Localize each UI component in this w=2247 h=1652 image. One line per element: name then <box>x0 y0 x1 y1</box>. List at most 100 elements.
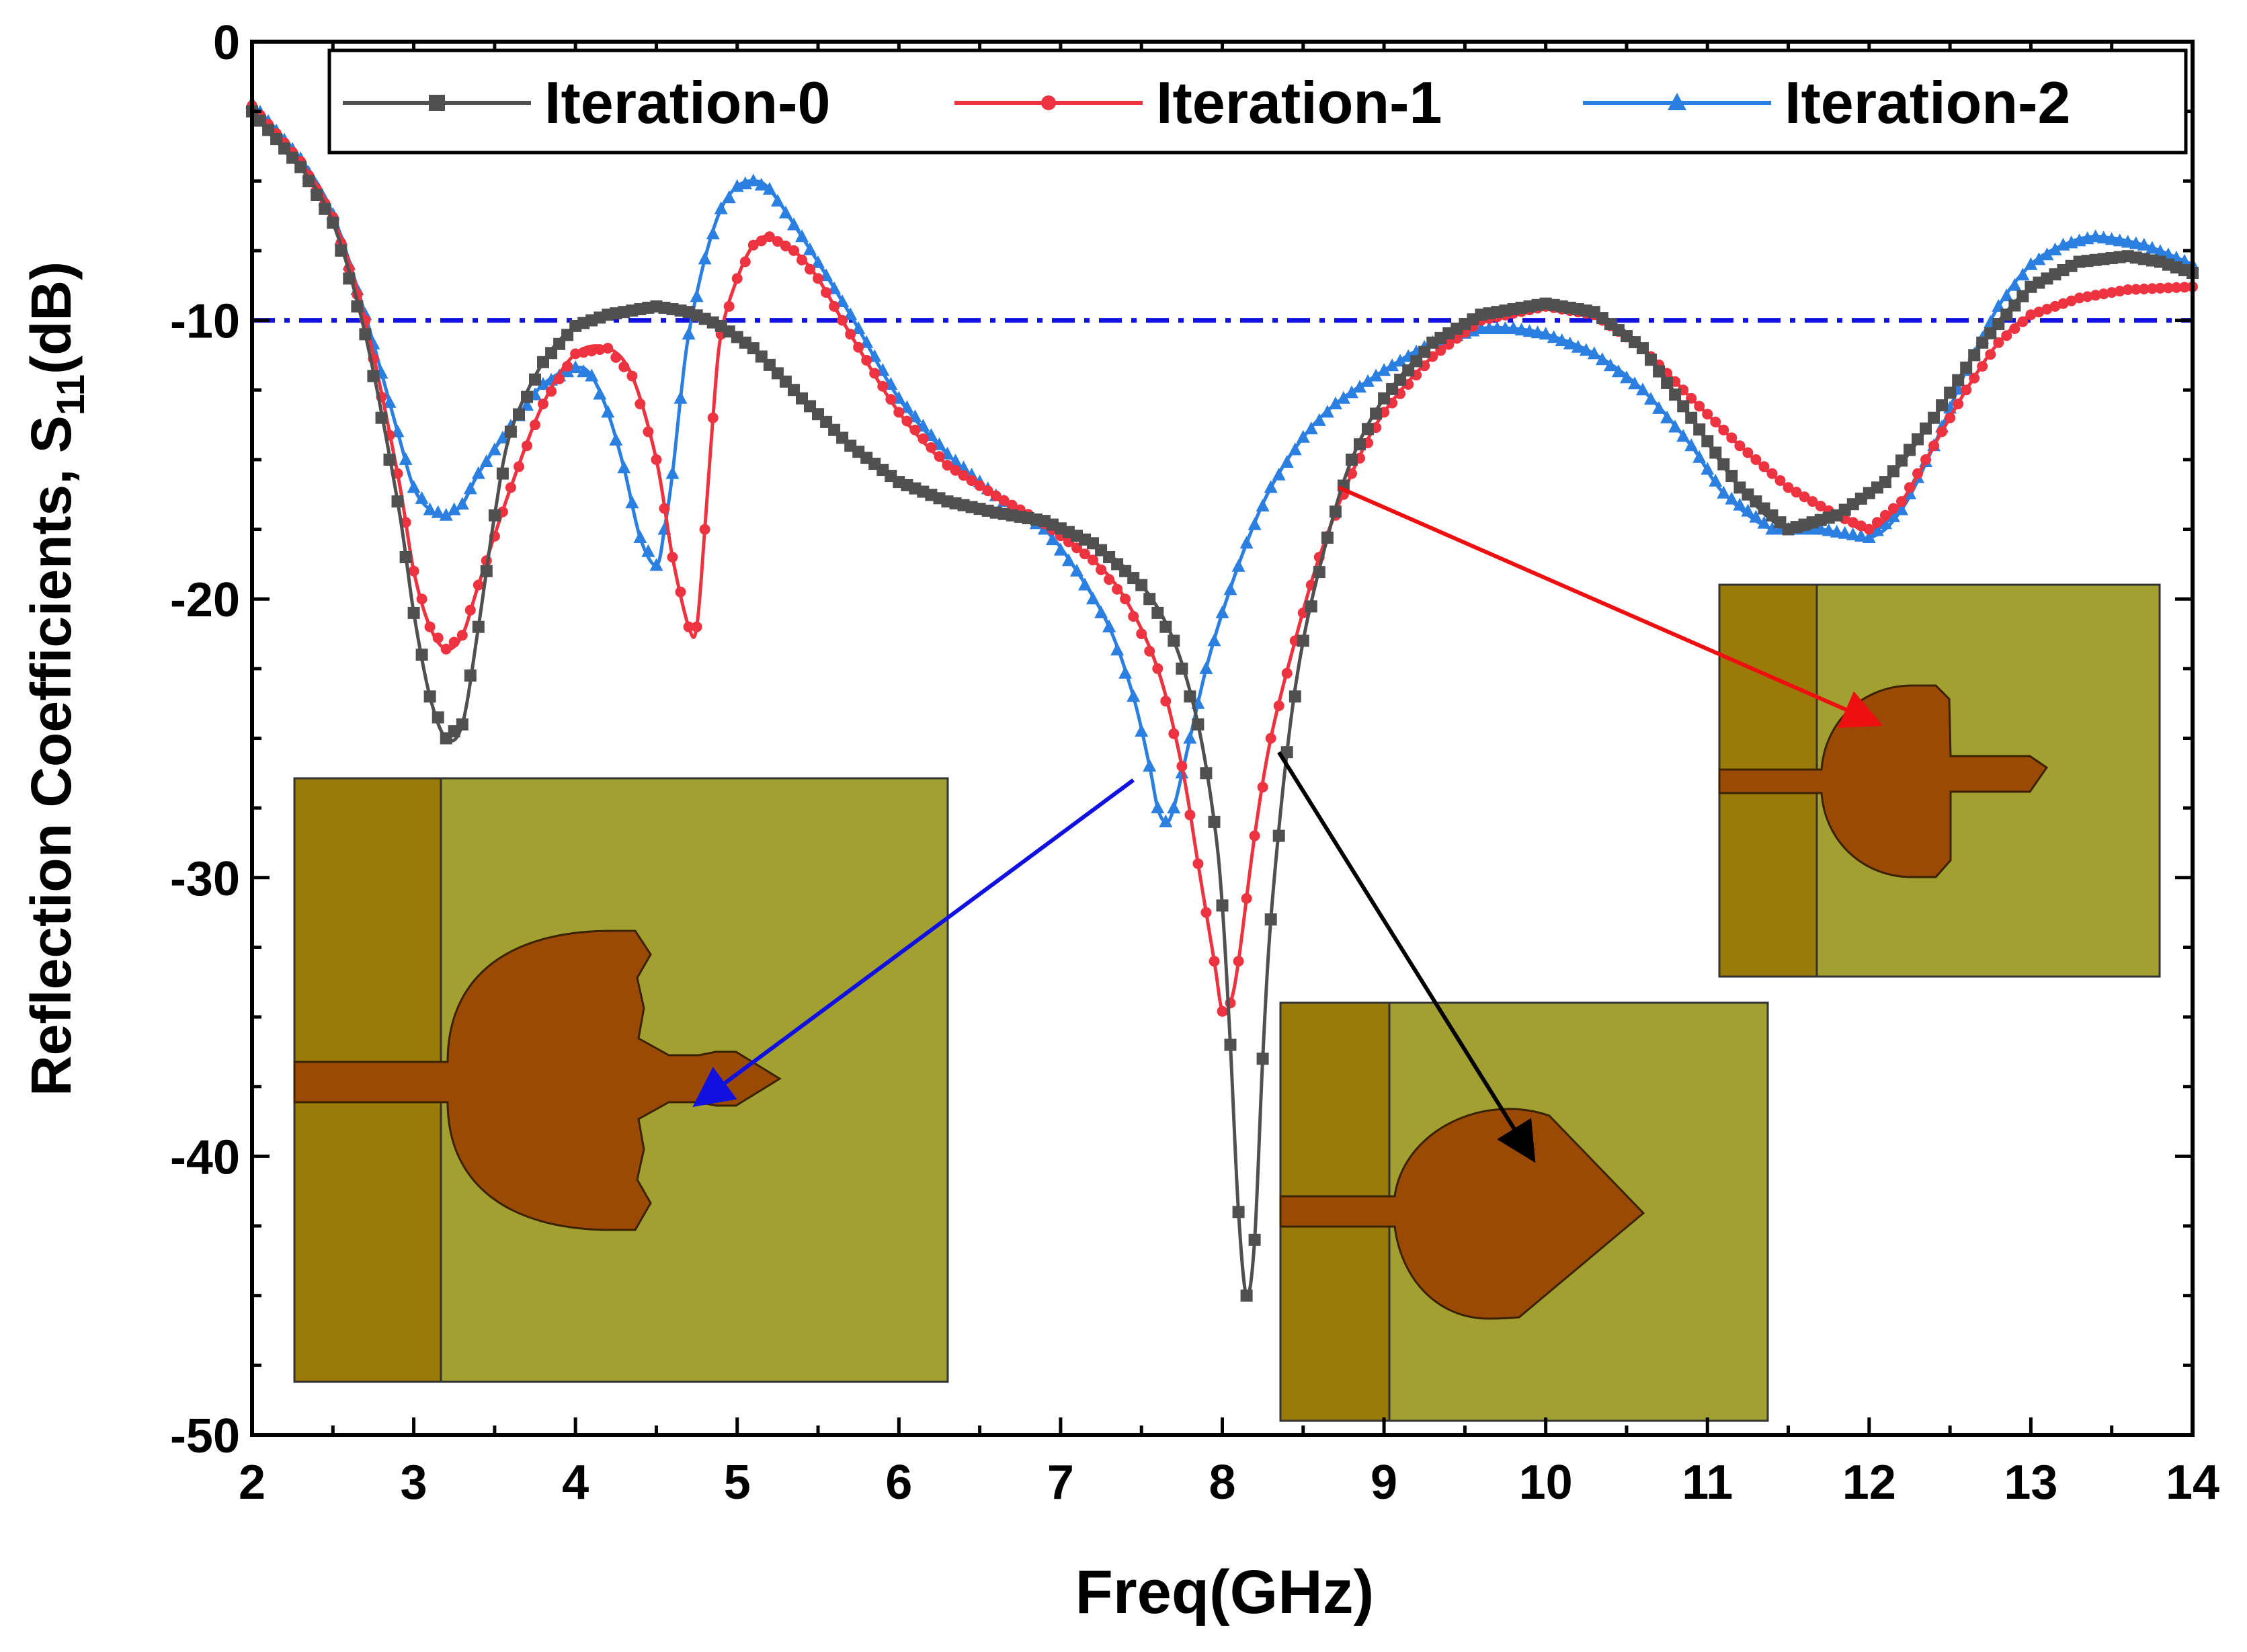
data-point <box>382 395 397 408</box>
data-point <box>1143 759 1157 772</box>
data-point <box>1961 384 1972 396</box>
data-point <box>1199 661 1213 674</box>
legend-marker <box>429 95 445 111</box>
data-point <box>1207 633 1221 647</box>
data-point <box>399 452 413 465</box>
data-point <box>869 368 881 379</box>
data-point <box>837 315 848 326</box>
data-point <box>1248 517 1262 530</box>
data-point <box>1354 438 1366 451</box>
tick-labels-layer: 2 3 4 5 6 7 8 9 10 11 12 13 14 0 -10 -20 -30 -40 -50 <box>170 16 2219 1510</box>
data-point <box>1694 401 1705 412</box>
y-tick-label: -40 <box>170 1130 240 1184</box>
data-point <box>796 254 807 265</box>
data-point <box>407 480 421 493</box>
data-point <box>1668 419 1682 433</box>
data-point <box>1104 574 1115 585</box>
data-point <box>1992 318 2005 331</box>
data-point <box>690 289 704 302</box>
data-point <box>974 480 985 491</box>
y-tick-label: 0 <box>213 16 240 70</box>
data-point <box>1895 454 1908 467</box>
data-point <box>1912 433 1924 446</box>
data-point <box>351 300 364 313</box>
data-point <box>665 466 680 479</box>
data-point <box>659 503 670 514</box>
x-tick-label: 5 <box>724 1456 751 1510</box>
data-point <box>1984 327 1997 339</box>
data-point <box>432 632 444 644</box>
data-point <box>1385 358 1399 372</box>
data-point <box>609 432 623 446</box>
data-point <box>691 621 702 632</box>
data-point <box>1661 376 1674 389</box>
data-point <box>1506 321 1520 334</box>
data-point <box>714 201 728 214</box>
data-point <box>1144 645 1155 657</box>
data-point <box>424 621 436 632</box>
data-point <box>1709 446 1722 459</box>
data-point <box>1757 515 1771 529</box>
data-point <box>626 370 638 382</box>
data-point <box>1879 476 1891 489</box>
data-point <box>1822 523 1836 536</box>
data-point <box>618 361 630 372</box>
data-point <box>2041 304 2053 315</box>
data-point <box>1313 566 1325 579</box>
data-point <box>617 460 631 474</box>
data-point <box>787 217 801 231</box>
data-point <box>803 242 817 255</box>
data-point <box>601 405 615 418</box>
data-point <box>2114 286 2125 297</box>
data-point <box>270 133 283 146</box>
data-point <box>2024 257 2038 270</box>
data-point <box>643 426 654 438</box>
data-point <box>367 370 380 382</box>
data-point <box>1587 346 1601 360</box>
x-tick-label: 9 <box>1371 1456 1397 1510</box>
data-point <box>1791 487 1802 498</box>
data-point <box>1216 899 1229 912</box>
data-point <box>2090 290 2101 301</box>
data-point <box>1701 435 1714 448</box>
data-point <box>1280 746 1293 759</box>
data-point <box>1887 465 1899 478</box>
data-point <box>423 502 437 515</box>
data-point <box>1976 336 1989 349</box>
data-point <box>845 329 856 340</box>
data-point <box>821 287 832 298</box>
data-point <box>610 352 622 363</box>
data-point <box>286 151 299 164</box>
data-point <box>1709 474 1723 487</box>
data-point <box>1611 364 1625 378</box>
data-point <box>1200 767 1213 780</box>
data-point <box>885 394 897 405</box>
x-tick-label: 7 <box>1047 1456 1074 1510</box>
data-point <box>513 408 525 421</box>
data-point <box>1102 619 1116 632</box>
data-point <box>2017 316 2029 327</box>
data-point <box>530 419 540 431</box>
data-point <box>811 255 825 268</box>
data-point <box>1241 893 1252 904</box>
data-point <box>407 606 420 619</box>
data-point <box>2162 282 2174 294</box>
data-point <box>1620 370 1633 384</box>
data-point <box>1249 830 1260 841</box>
data-point <box>1152 663 1163 674</box>
data-point <box>521 390 533 403</box>
data-point <box>667 552 678 563</box>
data-point <box>942 460 953 471</box>
data-point <box>754 177 768 191</box>
data-point <box>683 621 694 632</box>
data-point <box>2057 298 2069 309</box>
data-point <box>1717 485 1731 499</box>
data-point <box>2137 237 2151 251</box>
data-point <box>2170 282 2182 293</box>
data-point <box>520 398 534 411</box>
data-point <box>2016 267 2030 281</box>
data-point <box>514 461 524 472</box>
data-point <box>1904 444 1916 456</box>
inset-iteration-2-antenna <box>293 777 949 1383</box>
